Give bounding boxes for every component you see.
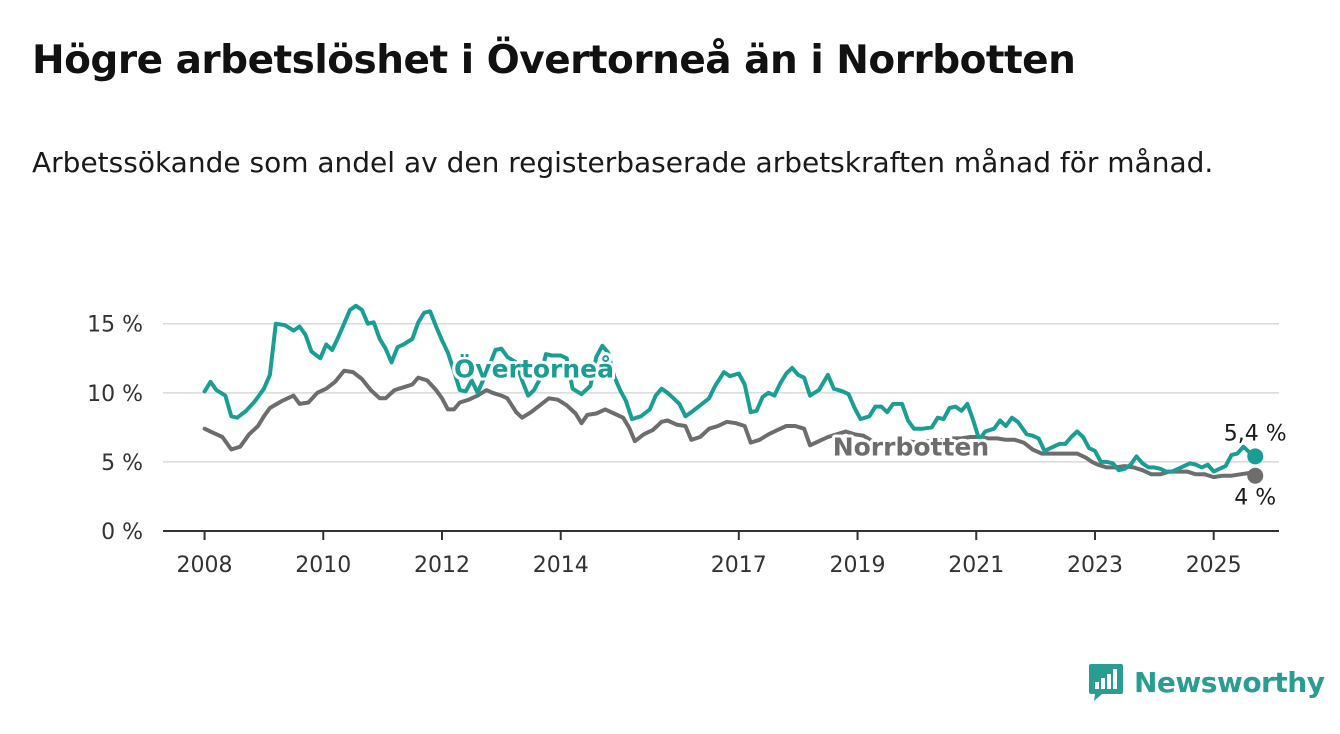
newsworthy-logo: Newsworthy [1088, 660, 1325, 704]
series-line [202, 368, 1258, 480]
bar-chart-badge-icon [1089, 664, 1123, 701]
series-label-overtornea: Övertorneå [454, 354, 614, 384]
y-axis: 0 % 5 % 10 % 15 % [87, 313, 143, 545]
grid-lines [163, 322, 1279, 463]
series-line [202, 303, 1258, 474]
x-tick-label: 2019 [830, 553, 886, 578]
x-tick-label: 2023 [1067, 553, 1123, 578]
y-tick-label: 0 % [101, 520, 143, 545]
end-value-label: 5,4 % [1224, 421, 1287, 446]
x-tick-label: 2017 [711, 553, 767, 578]
series-labels: 5,4 % 4 % Övertorneå Norrbotten [451, 351, 1287, 511]
x-tick-label: 2012 [414, 553, 470, 578]
y-tick-label: 15 % [87, 313, 143, 338]
end-value-label: 4 % [1234, 486, 1276, 511]
brand-name: Newsworthy [1134, 665, 1325, 699]
x-axis: 2008 2010 2012 2014 2017 2019 2021 2023 2025 [163, 530, 1279, 578]
x-tick-label: 2014 [533, 553, 589, 578]
chart-subtitle: Arbetssökande som andel av den registerb… [32, 146, 1214, 179]
x-tick-label: 2025 [1186, 553, 1242, 578]
y-tick-label: 10 % [87, 382, 143, 407]
x-tick-label: 2008 [177, 553, 233, 578]
series-group [202, 303, 1264, 484]
y-tick-label: 5 % [101, 451, 143, 476]
end-point-marker [1247, 448, 1264, 465]
chart-title: Högre arbetslöshet i Övertorneå än i Nor… [32, 38, 1076, 83]
x-tick-label: 2021 [948, 553, 1004, 578]
x-tick-label: 2010 [295, 553, 351, 578]
end-point-marker [1247, 467, 1264, 484]
series-label-norrbotten: Norrbotten [833, 433, 989, 462]
